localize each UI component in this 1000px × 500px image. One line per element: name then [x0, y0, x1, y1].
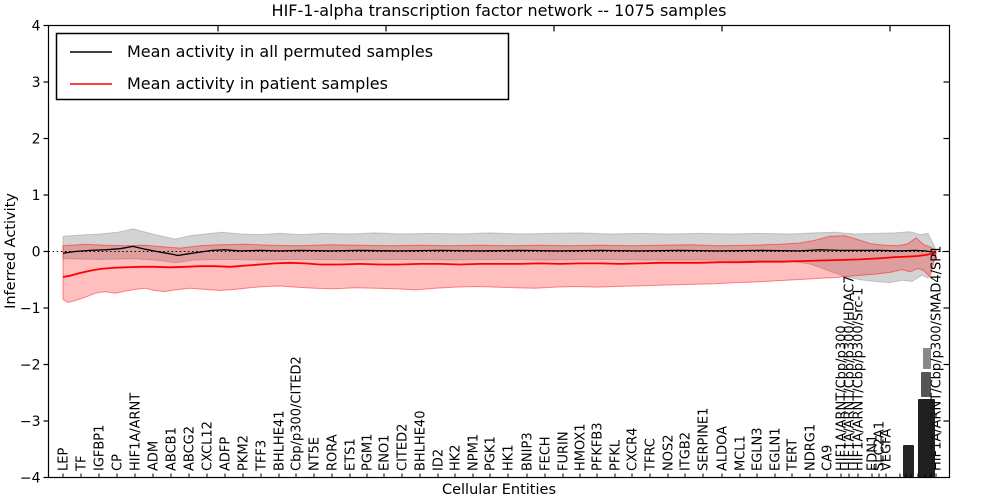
x-tick-labels: LEP TF IGFBP1 CP HIF1A/ARNT ADM ABCB1 ABCG2 CXCL… — [57, 246, 945, 472]
x-tick-label: HIF1A/ARNT/Cbp/p300/Src-1 — [852, 288, 867, 471]
legend-box — [55, 32, 510, 101]
x-tick-label: ETS1 — [344, 438, 359, 471]
x-tick-label: NDRG1 — [804, 424, 819, 471]
legend-label-permuted: Mean activity in all permuted samples — [127, 42, 433, 61]
x-tick-label: CA9 — [821, 445, 836, 471]
x-tick-label: TFF3 — [255, 440, 270, 472]
chart-title: HIF-1-alpha transcription factor network… — [272, 1, 727, 20]
x-tick-label: BHLHE41 — [273, 411, 288, 471]
x-tick-label: ENO1 — [378, 435, 393, 471]
x-tick-label: CP — [111, 454, 126, 471]
x-tick-label: TFRC — [644, 438, 659, 472]
x-tick-label: CXCL12 — [201, 421, 216, 471]
overlapping-labels-blobs — [903, 348, 935, 477]
x-tick-label: FURIN — [557, 431, 572, 471]
axes-frame-and-ticks: 4 3 2 1 0 −1 −2 −3 −4 — [20, 19, 951, 487]
x-tick-label: HMOX1 — [574, 423, 589, 471]
x-tick-label: NOS2 — [662, 435, 677, 471]
x-tick-label: NPM1 — [467, 434, 482, 471]
x-tick-label: HIF1A/ARNT/Cbp/p300 — [835, 325, 850, 471]
x-tick-label: EGLN1 — [769, 427, 784, 471]
x-tick-label: PKM2 — [237, 435, 252, 471]
x-tick-label: ID2 — [432, 449, 447, 471]
patient-samples-range-band — [62, 235, 937, 303]
y-tick-label: 4 — [32, 19, 41, 35]
x-tick-label: HIF1A/ARNT/Cbp/p300/HDAC7 — [843, 275, 858, 471]
overlapping-labels-blob — [923, 348, 931, 369]
y-tick-label: 1 — [32, 188, 41, 204]
overlapping-labels-blob — [918, 399, 935, 477]
x-tick-label: ALDOA — [716, 426, 731, 471]
x-tick-label: EDN1 — [866, 435, 881, 471]
y-tick-label: 2 — [32, 132, 41, 148]
x-tick-label: ABCG2 — [183, 426, 198, 471]
x-tick-label: CXCR4 — [626, 428, 641, 471]
x-tick-label: TERT — [786, 439, 801, 472]
y-tick-label: −4 — [20, 471, 41, 487]
x-tick-label: ITGB2 — [679, 432, 694, 471]
y-tick-label: 0 — [32, 245, 41, 261]
overlapping-labels-blob — [921, 372, 931, 397]
series-lines — [62, 245, 937, 278]
x-tick-label: SERPINE1 — [697, 408, 712, 471]
x-tick-label: ABCB1 — [165, 427, 180, 471]
y-axis-label: Inferred Activity — [3, 193, 19, 309]
x-axis-label: Cellular Entities — [442, 482, 556, 498]
y-tick-label: 3 — [32, 75, 41, 91]
x-tick-label: ADM — [147, 441, 162, 471]
x-tick-label: BHLHE40 — [414, 411, 429, 471]
overlapping-labels-blob — [903, 445, 914, 477]
x-tick-label: FECH — [539, 436, 554, 471]
x-tick-label: PFKL — [609, 439, 624, 471]
x-tick-label: Cbp/p300/CITED2 — [290, 356, 305, 471]
x-tick-label: HK1 — [502, 444, 517, 471]
x-tick-label: SLC2A1 — [873, 421, 888, 471]
x-tick-label: HIF1A/ARNT — [129, 393, 144, 471]
shaded-bands — [62, 228, 937, 303]
x-tick-label: ADFP — [219, 437, 234, 471]
x-tick-label: MCL1 — [734, 435, 749, 471]
x-tick-label: PFKFB3 — [591, 422, 606, 471]
series-line-0 — [62, 245, 937, 257]
x-tick-label: VEGFA — [880, 429, 895, 471]
x-tick-label: EGLN3 — [751, 427, 766, 471]
permuted-samples-range-band — [62, 228, 937, 284]
x-tick-label: RORA — [326, 434, 341, 471]
x-tick-label: IGFBP1 — [93, 425, 108, 471]
series-line-1 — [62, 251, 937, 278]
legend: Mean activity in all permuted samples Me… — [55, 32, 510, 101]
x-tick-label: NT5E — [308, 437, 323, 471]
y-tick-label: −1 — [20, 301, 41, 317]
y-tick-label: −3 — [20, 414, 41, 430]
x-tick-label: HK2 — [449, 444, 464, 471]
x-tick-label: CITED2 — [396, 424, 411, 471]
legend-label-patient: Mean activity in patient samples — [127, 74, 388, 93]
y-tick-label: −2 — [20, 358, 41, 374]
x-tick-label: TF — [75, 456, 90, 472]
x-tick-label: LEP — [57, 448, 72, 471]
x-tick-label: BNIP3 — [521, 432, 536, 471]
x-tick-label: PGK1 — [484, 436, 499, 471]
x-tick-label: PGM1 — [361, 434, 376, 471]
